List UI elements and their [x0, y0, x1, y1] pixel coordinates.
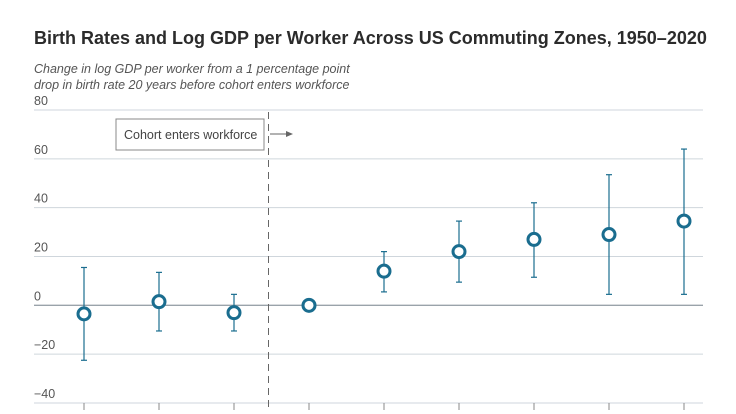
point-estimate-marker	[76, 306, 92, 322]
y-tick-label: 20	[34, 241, 48, 255]
point-estimate-marker	[226, 305, 242, 321]
point-estimates	[76, 213, 692, 322]
x-axis-ticks	[83, 403, 685, 410]
y-tick-label: 60	[34, 143, 48, 157]
error-bars	[81, 148, 687, 361]
point-estimate-marker	[676, 213, 692, 229]
gridlines	[34, 109, 703, 404]
chart-subtitle-line-1: Change in log GDP per worker from a 1 pe…	[34, 62, 350, 76]
annotation-label: Cohort enters workforce	[124, 128, 257, 142]
y-axis-tick-labels: −40 −20 0 20 40 60 80	[34, 94, 55, 401]
point-estimate-marker	[151, 294, 167, 310]
point-estimate-marker	[451, 244, 467, 260]
y-tick-label: 80	[34, 94, 48, 108]
y-tick-label: −20	[34, 338, 55, 352]
annotation-arrow-head	[286, 131, 293, 137]
point-estimate-marker	[601, 227, 617, 243]
y-tick-label: 0	[34, 289, 41, 303]
workforce-annotation: Cohort enters workforce	[115, 118, 293, 151]
y-tick-label: −40	[34, 387, 55, 401]
point-estimate-marker	[301, 297, 317, 313]
point-estimate-marker	[376, 263, 392, 279]
point-estimate-marker	[526, 231, 542, 247]
chart-subtitle-line-2: drop in birth rate 20 years before cohor…	[34, 78, 349, 92]
y-tick-label: 40	[34, 192, 48, 206]
annotation-box	[115, 118, 265, 151]
chart-title: Birth Rates and Log GDP per Worker Acros…	[34, 28, 707, 48]
